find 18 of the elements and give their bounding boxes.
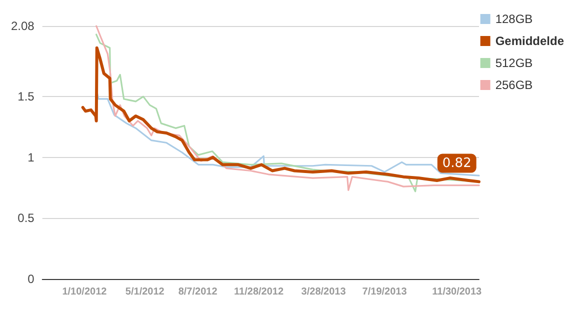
x-tick-label: 11/28/2012 bbox=[234, 286, 284, 298]
y-tick-label: 1 bbox=[28, 150, 35, 164]
legend-label: 256GB bbox=[495, 78, 533, 92]
y-tick-label: 0.5 bbox=[18, 211, 35, 226]
x-tick-label: 1/10/2012 bbox=[62, 286, 108, 298]
legend-label: Gemiddelde bbox=[495, 34, 564, 48]
x-tick-label: 11/30/2013 bbox=[432, 286, 482, 298]
x-tick-label: 7/19/2013 bbox=[362, 286, 408, 298]
y-tick-label: 1.5 bbox=[18, 90, 35, 104]
x-tick-label: 3/28/2013 bbox=[301, 286, 346, 298]
line-series bbox=[81, 46, 480, 184]
legend-label: 128GB bbox=[495, 12, 533, 26]
y-tick-label: 0 bbox=[28, 272, 35, 286]
annotation: 0.82 bbox=[442, 156, 472, 171]
y-tick-label: 2.08 bbox=[10, 19, 35, 33]
legend-label: 512GB bbox=[495, 56, 533, 70]
x-tick-label: 8/7/2012 bbox=[178, 286, 218, 298]
x-tick-label: 5/1/2012 bbox=[125, 286, 165, 298]
